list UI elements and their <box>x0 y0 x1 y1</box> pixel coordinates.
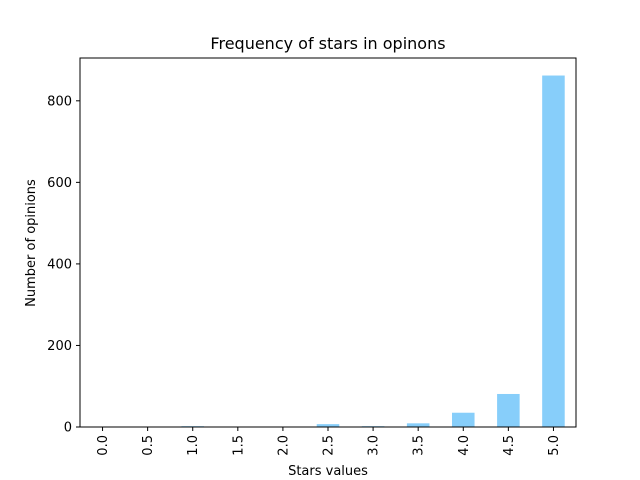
bar-2-5 <box>316 424 340 427</box>
x-tick-label: 1.0 <box>186 435 201 456</box>
x-tick-label: 2.0 <box>276 435 291 456</box>
x-tick-label: 3.5 <box>412 435 427 456</box>
chart-title: Frequency of stars in opinons <box>210 34 445 53</box>
y-tick-label: 800 <box>47 94 72 109</box>
y-tick-label: 0 <box>64 421 72 436</box>
bar-5-0 <box>542 75 565 428</box>
x-tick-label: 0.5 <box>141 435 156 456</box>
x-axis-label: Stars values <box>288 464 368 479</box>
x-tick-label: 4.0 <box>457 435 472 456</box>
y-axis: 0 200 400 600 800 <box>47 94 80 436</box>
x-tick-label: 4.5 <box>502 435 517 456</box>
x-tick-label: 1.5 <box>231 435 246 456</box>
y-tick-label: 400 <box>47 257 72 272</box>
x-axis: 0.0 0.5 1.0 1.5 2.0 2.5 3.0 3.5 4.0 4.5 5.0 <box>96 427 562 456</box>
bars-group <box>181 75 565 428</box>
bar-4-5 <box>497 393 520 427</box>
x-tick-label: 5.0 <box>547 435 562 456</box>
x-tick-label: 2.5 <box>322 435 337 456</box>
y-axis-label: Number of opinions <box>24 179 39 307</box>
y-tick-label: 200 <box>47 339 72 354</box>
bar-4-0 <box>452 412 475 427</box>
y-tick-label: 600 <box>47 176 72 191</box>
bar-3-5 <box>406 423 430 427</box>
plot-frame <box>79 57 577 428</box>
x-tick-label: 3.0 <box>367 435 382 456</box>
x-tick-label: 0.0 <box>96 435 111 456</box>
